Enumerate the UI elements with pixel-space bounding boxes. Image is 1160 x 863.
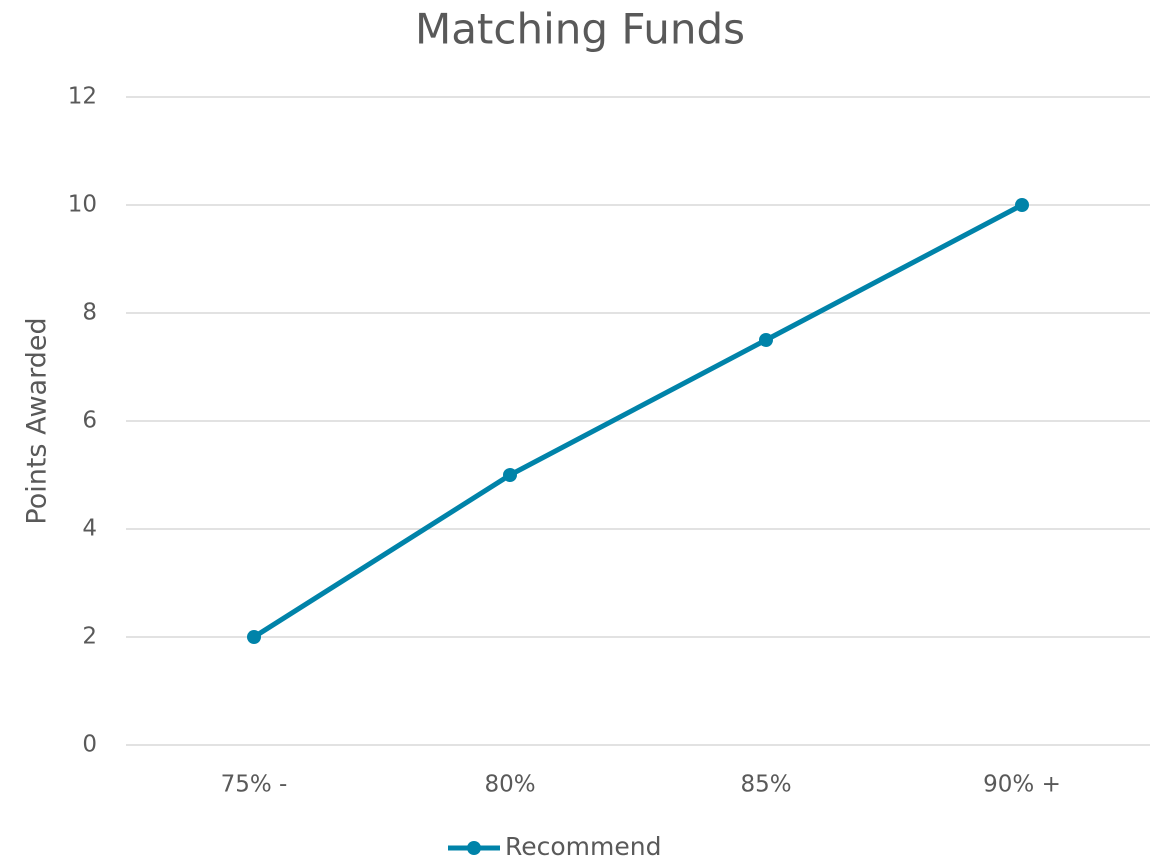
line xyxy=(252,202,1024,640)
y-tick-label: 8 xyxy=(82,300,97,326)
x-tick-label: 80% xyxy=(484,772,535,798)
point-marker xyxy=(759,333,773,347)
y-tick-label: 2 xyxy=(82,624,97,650)
x-tick-label: 75% - xyxy=(221,772,288,798)
y-tick-label: 6 xyxy=(82,408,97,434)
y-tick-label: 10 xyxy=(68,192,97,218)
y-axis-label: Points Awarded xyxy=(22,317,53,524)
legend-marker xyxy=(467,841,481,855)
y-tick-label: 0 xyxy=(82,732,97,758)
point-marker xyxy=(1015,198,1029,212)
x-tick-label: 85% xyxy=(740,772,791,798)
chart-title: Matching Funds xyxy=(415,5,745,54)
point-marker xyxy=(503,468,517,482)
y-tick-label: 12 xyxy=(68,84,97,110)
x-tick-label: 90% + xyxy=(983,772,1061,798)
y-tick-label: 4 xyxy=(82,516,97,542)
point-marker xyxy=(247,630,261,644)
legend-label: Recommend xyxy=(505,832,661,861)
